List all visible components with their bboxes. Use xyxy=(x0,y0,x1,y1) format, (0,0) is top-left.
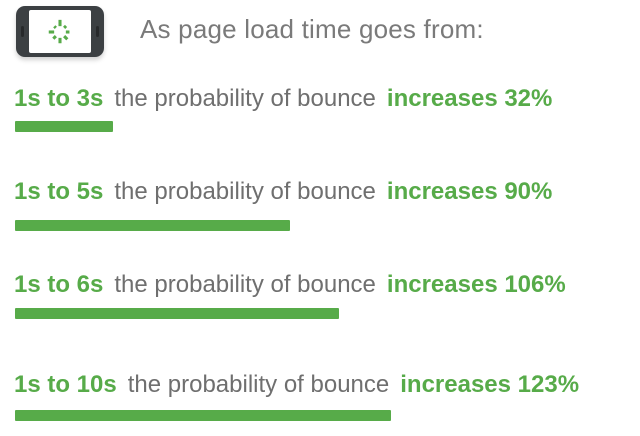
stat-text-line: 1s to 3s the probability of bounce increas… xyxy=(14,85,640,113)
bounce-probability-text: the probability of bounce xyxy=(114,178,376,205)
phone-screen xyxy=(29,10,91,53)
stat-text-line: 1s to 10s the probability of bounce increa… xyxy=(14,371,640,399)
bounce-probability-text: the probability of bounce xyxy=(114,85,376,112)
page-title: As page load time goes from: xyxy=(140,14,484,44)
stat-text-line: 1s to 6s the probability of bounce increas… xyxy=(14,271,640,299)
loading-spinner-icon xyxy=(48,19,70,43)
percent-bar xyxy=(15,121,113,132)
percent-bar xyxy=(15,308,339,319)
stat-row: 1s to 6s the probability of bounce increas… xyxy=(14,271,640,319)
percent-bar xyxy=(15,410,391,421)
phone-loading-icon xyxy=(16,6,104,57)
load-time-range-label: 1s to 3s xyxy=(14,85,104,112)
bounce-probability-text: the probability of bounce xyxy=(114,271,376,298)
stat-text-line: 1s to 5s the probability of bounce increas… xyxy=(14,178,640,206)
increase-percent-label: increases 32% xyxy=(386,85,553,112)
phone-speaker-slot-icon xyxy=(21,26,24,37)
load-time-range-label: 1s to 6s xyxy=(14,271,104,298)
stat-row: 1s to 3s the probability of bounce increas… xyxy=(14,85,640,132)
increase-percent-label: increases 123% xyxy=(400,371,580,398)
increase-percent-label: increases 106% xyxy=(386,271,566,298)
bounce-probability-text: the probability of bounce xyxy=(127,371,390,398)
load-time-range-label: 1s to 10s xyxy=(14,371,117,398)
percent-bar xyxy=(15,220,290,231)
load-time-range-label: 1s to 5s xyxy=(14,178,104,205)
stat-row: 1s to 10s the probability of bounce increa… xyxy=(14,371,640,421)
increase-percent-label: increases 90% xyxy=(386,178,553,205)
phone-button-slot-icon xyxy=(96,26,99,37)
stat-row: 1s to 5s the probability of bounce increas… xyxy=(14,178,640,231)
